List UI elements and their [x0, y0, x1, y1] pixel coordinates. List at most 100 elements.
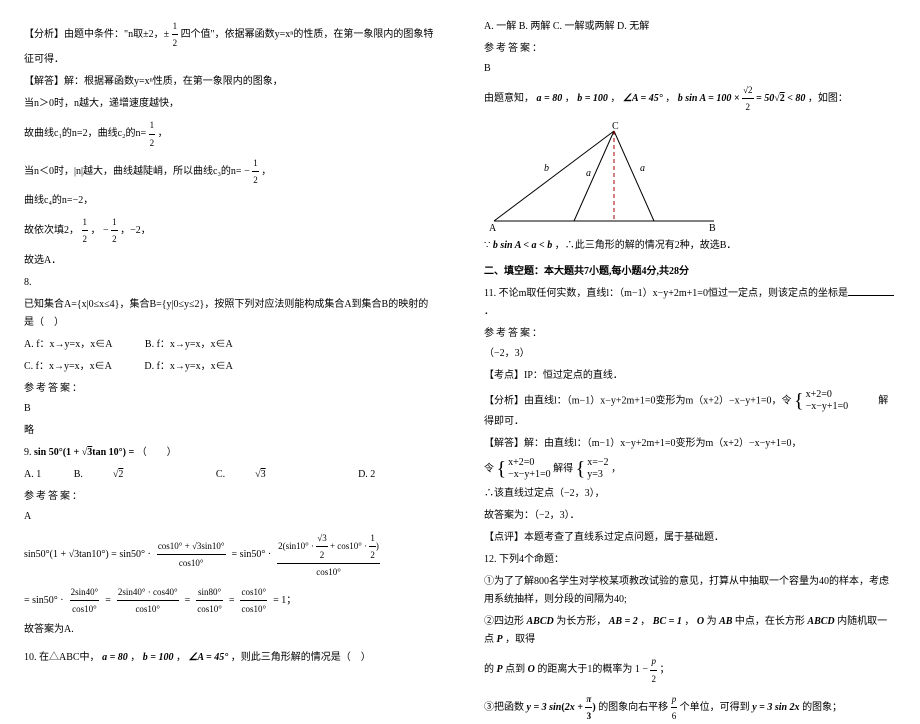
sys2b-t: x=−2 [587, 457, 608, 469]
q12-1: ①为了了解800名学生对学校某项教改试验的意见，打算从中抽取一个容量为40的样本… [484, 573, 896, 609]
answer-label-4: 参考答案： [484, 325, 896, 343]
q12-4: ③把函数 y = 3 sin(2x + π3) 的图象向右平移 p6 个单位，可… [484, 691, 896, 724]
deriv-num1: cos10° + √3sin10° [157, 538, 226, 555]
q12-3: 的 P 点到 O 的距离大于1的概率为 1 − p 2 ； [484, 653, 896, 686]
q8-opt-a: A. f：x→y=x，x∈A [24, 336, 112, 354]
q12-2b: 为长方形， [556, 616, 606, 627]
q8-opts-row1: A. f：x→y=x，x∈A B. f：x→y=x，x∈A [24, 336, 436, 354]
solve-l2-a: 故曲线c₁的n=2，曲线c₂的n= [24, 128, 146, 139]
blank-fill [848, 286, 894, 296]
deriv-frac-2a: 2sin40°cos10° [70, 584, 100, 617]
q10-e: ， [176, 652, 186, 663]
q12-f-pre: 1 − [635, 664, 648, 675]
deriv-bigfrac-1: cos10° + √3sin10° cos10° [157, 538, 226, 571]
q12-4b: 的图象向右平移 [598, 702, 668, 713]
q10-g-k: ，如图： [808, 93, 848, 104]
q8-opt-d: D. f：x→y=x，x∈A [144, 358, 232, 376]
q9-expr-a: sin 50°(1 + [34, 447, 82, 458]
solve-l3-b: ， [261, 166, 271, 177]
q10-g-g: ， [665, 93, 675, 104]
analysis-line: 【分析】由题中条件："n取±2，± 1 2 四个值"，依据幂函数y=xⁿ的性质，… [24, 18, 436, 69]
q12-abcd-2: ABCD [807, 616, 834, 627]
deriv-num2-a: 2(sin10° · [278, 540, 316, 550]
q11-ans: （−2，3） [484, 345, 896, 363]
deriv-2e: = 1； [273, 592, 296, 610]
q9-c-label: C. [216, 466, 225, 484]
q10-g-d: b = 100 [577, 93, 608, 104]
q11-analysis: 【分析】由直线l：（m−1）x−y+2m+1=0变形为m（x+2）−x−y+1=… [484, 389, 896, 431]
sqrt2-icon-2: 2 [774, 90, 785, 108]
q10-c: ， [130, 652, 140, 663]
deriv-2a: = sin50° · [24, 592, 64, 610]
q12-2c: ， [640, 616, 650, 627]
q10-conclude: ∵ b sin A < a < b ，∴此三角形的解的情况有2种，故选B． [484, 237, 896, 255]
deriv-1a: sin50°(1 + √3tan10°) = sin50° · [24, 546, 151, 564]
q12-2e: 为 [707, 616, 717, 627]
q10-g-h: b sin A = 100 × [678, 93, 742, 104]
solve-l4: 曲线c₄的n=−2， [24, 192, 436, 210]
q10-c-b: b sin A < a < b [493, 240, 552, 251]
sys-rows-1: x+2=0 −x−y+1=0 [806, 389, 849, 413]
q12-abcd: ABCD [527, 616, 554, 627]
q12-o-2: O [528, 664, 535, 675]
q11-kd: 【考点】IP：恒过定点的直线． [484, 367, 896, 385]
q10-g-i: = 50 [756, 93, 774, 104]
q12-2d: ， [684, 616, 694, 627]
solve-l2-b: ， [158, 128, 168, 139]
neg-sign-2: − [103, 225, 109, 236]
sqrt3-icon: 3 [82, 444, 93, 462]
q10-c-a: ∵ [484, 240, 490, 251]
solve-l6: 故选A． [24, 252, 436, 270]
triangle-figure: A B C b a a [484, 121, 896, 231]
sys-1: { x+2=0 −x−y+1=0 [794, 389, 848, 413]
q8-opts-row2: C. f：x→y=x，x∈A D. f：x→y=x，x∈A [24, 358, 436, 376]
q12: 12. 下列4个命题： [484, 551, 896, 569]
deriv-den1: cos10° [157, 555, 226, 571]
deriv-num2-c: ) [376, 540, 379, 550]
q12-bc: BC = 1 [653, 616, 682, 627]
sys2b-b: y=3 [587, 469, 608, 481]
q9-opt-c: C. 3 [216, 466, 326, 484]
q10-given: 由题意知， a = 80 ， b = 100 ， ∠A = 45° ， b si… [484, 82, 896, 115]
solve-l5-c: ，−2， [120, 225, 151, 236]
q11-pn: 【点评】本题考查了直线系过定点问题，属于基础题． [484, 529, 896, 547]
q10-g-c: ， [565, 93, 575, 104]
solve-l5: 故依次填2， 1 2 ， − 1 2 ，−2， [24, 214, 436, 247]
q12-3a: 的 [484, 664, 494, 675]
analysis-text-a: 【分析】由题中条件："n取±2，± [24, 29, 169, 40]
q10-d: b = 100 [143, 652, 174, 663]
q12-fx1-arg-a: 2x + [565, 702, 586, 713]
q11-an-a: 【分析】由直线l：（m−1）x−y+2m+1=0变形为m（x+2）−x−y+1=… [484, 396, 792, 407]
solve-l5-b: ， [91, 225, 101, 236]
q10-g-j: < 80 [785, 93, 806, 104]
q12-3c: 的距离大于1的概率为 [537, 664, 632, 675]
q12-4d: 的图象； [802, 702, 842, 713]
tri-b: b [544, 163, 549, 174]
brace-icon-2: { [497, 459, 509, 479]
sys1-b: −x−y+1=0 [806, 401, 849, 413]
brace-icon: { [794, 391, 806, 411]
q10-a: 10. 在△ABC中， [24, 652, 100, 663]
deriv-line-1: sin50°(1 + √3tan10°) = sin50° · cos10° +… [24, 530, 436, 581]
q10-g-b: a = 80 [537, 93, 563, 104]
q8-num: 8. [24, 274, 436, 292]
q12-fx1-a: y = 3 sin [527, 702, 562, 713]
sqrt2-icon: 2 [113, 466, 154, 484]
q8-opt-c: C. f：x→y=x，x∈A [24, 358, 112, 376]
q11-text: 11. 不论m取任何实数，直线l：（m−1）x−y+2m+1=0恒过一定点，则该… [484, 288, 848, 299]
q12-3d: ； [659, 664, 669, 675]
q8-skip: 略 [24, 422, 436, 440]
q12-p-2: P [497, 664, 503, 675]
q12-4a: ③把函数 [484, 702, 524, 713]
q12-ab2: AB [719, 616, 732, 627]
sys-2b: { x=−2 y=3 [576, 457, 609, 481]
deriv-1eq: = sin50° · [232, 546, 272, 564]
q10-g-a: 由题意知， [484, 93, 534, 104]
sys-rows-2a: x+2=0 −x−y+1=0 [508, 457, 551, 481]
deriv-frac-2b: 2sin40° · cos40°cos10° [117, 584, 179, 617]
sys-rows-2b: x=−2 y=3 [587, 457, 608, 481]
neg-half-frac: 1 2 [252, 155, 259, 188]
answer-label-3: 参考答案： [484, 40, 896, 58]
left-column: 【分析】由题中条件："n取±2，± 1 2 四个值"，依据幂函数y=xⁿ的性质，… [0, 0, 460, 651]
solve-l3: 当n＜0时，|n|越大，曲线越陡峭，所以曲线c₃的n= − 1 2 ， [24, 155, 436, 188]
